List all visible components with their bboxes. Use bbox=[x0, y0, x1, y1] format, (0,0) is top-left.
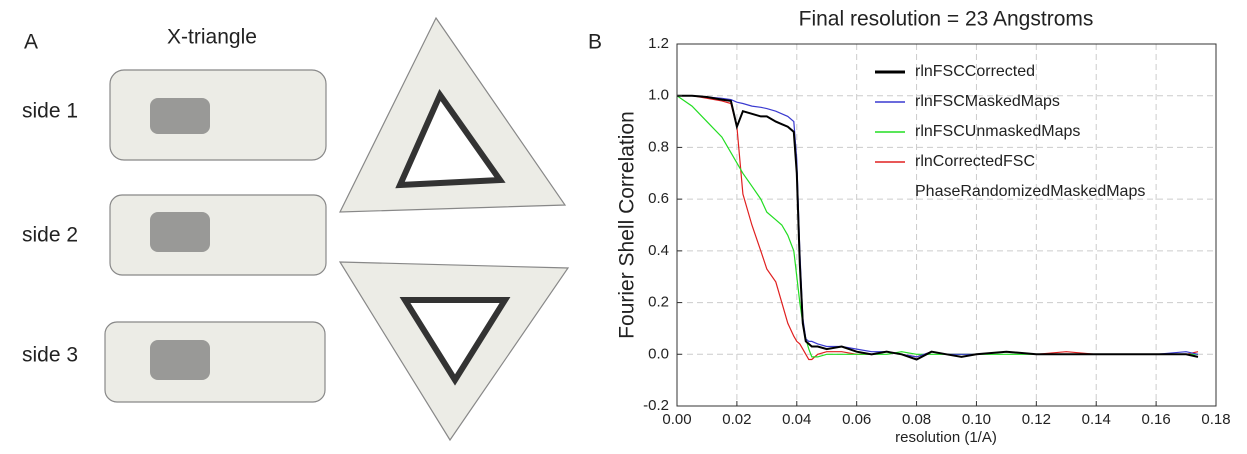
legend-label: rlnFSCCorrected bbox=[915, 63, 1035, 80]
y-tick-label: 1.0 bbox=[648, 87, 669, 104]
y-tick-label: 0.6 bbox=[648, 190, 669, 207]
x-tick-label: 0.08 bbox=[902, 411, 931, 428]
row-label: side 2 bbox=[22, 224, 78, 247]
y-tick-label: -0.2 bbox=[643, 397, 669, 414]
plot-lines bbox=[676, 94, 1199, 361]
legend-label: rlnFSCUnmaskedMaps bbox=[915, 123, 1080, 140]
series-line bbox=[677, 94, 1199, 361]
x-tick-label: 0.12 bbox=[1022, 411, 1051, 428]
row-label: side 1 bbox=[22, 100, 78, 123]
legend-label: rlnCorrectedFSC PhaseRandomizedMaskedMaps bbox=[915, 153, 1145, 200]
x-tick-label: 0.06 bbox=[842, 411, 871, 428]
x-tick-label: 0.02 bbox=[722, 411, 751, 428]
x-tick-label: 0.16 bbox=[1142, 411, 1171, 428]
x-axis-label: resolution (1/A) bbox=[895, 429, 997, 446]
y-axis-label: Fourier Shell Correlation bbox=[616, 111, 639, 339]
y-tick-label: 1.2 bbox=[648, 35, 669, 52]
panel-title: X-triangle bbox=[167, 26, 257, 49]
plot-frame bbox=[676, 43, 1217, 407]
panel-label: A bbox=[24, 31, 38, 54]
legend-label: rlnFSCMaskedMaps bbox=[915, 93, 1060, 110]
x-tick-label: 0.14 bbox=[1082, 411, 1111, 428]
density-maps bbox=[104, 16, 570, 442]
chart-title: Final resolution = 23 Angstroms bbox=[799, 8, 1094, 31]
y-tick-label: 0.4 bbox=[648, 242, 669, 259]
x-tick-label: 0.04 bbox=[782, 411, 811, 428]
y-tick-label: 0.8 bbox=[648, 138, 669, 155]
panel-label: B bbox=[588, 31, 602, 54]
x-tick-label: 0.18 bbox=[1201, 411, 1230, 428]
legend: rlnFSCCorrected rlnFSCMaskedMaps rlnFSCUnm… bbox=[875, 63, 1145, 200]
x-tick-label: 0.00 bbox=[662, 411, 691, 428]
y-tick-label: 0.2 bbox=[648, 294, 669, 311]
row-label: side 3 bbox=[22, 344, 78, 367]
series-line bbox=[676, 95, 1198, 358]
ticks: -0.2 0.0 0.2 0.4 0.6 0.8 1.0 1.2 0.00 0.02 0.04 0.0… bbox=[643, 35, 1230, 428]
y-tick-label: 0.0 bbox=[648, 345, 669, 362]
x-tick-label: 0.10 bbox=[962, 411, 991, 428]
